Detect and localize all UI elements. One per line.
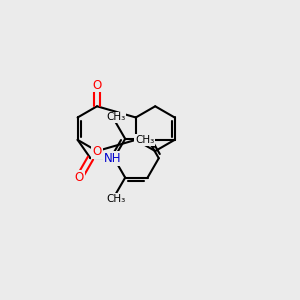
- Text: CH₃: CH₃: [106, 112, 125, 122]
- Text: NH: NH: [104, 152, 122, 165]
- Text: CH₃: CH₃: [106, 194, 125, 204]
- Text: O: O: [75, 171, 84, 184]
- Text: O: O: [92, 79, 102, 92]
- Text: CH₃: CH₃: [135, 135, 154, 145]
- Text: O: O: [92, 145, 102, 158]
